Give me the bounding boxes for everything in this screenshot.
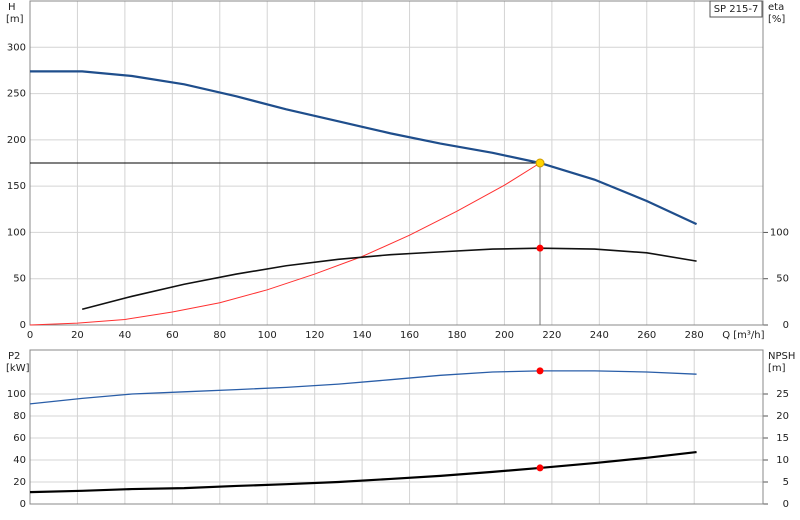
x-tick-label: 280 [685, 330, 704, 341]
y2-tick-label: 15 [776, 433, 789, 444]
x-tick-label: 100 [258, 330, 277, 341]
y-tick-label: 100 [7, 227, 26, 238]
y2-tick-label: 50 [776, 274, 789, 285]
y2-tick-label: 5 [783, 477, 789, 488]
x-tick-label: 220 [542, 330, 561, 341]
x-tick-label: 120 [305, 330, 324, 341]
y2-tick-label: 10 [776, 455, 789, 466]
y-title: P2 [8, 351, 20, 362]
y2-tick-label: 0 [783, 320, 789, 331]
operating-point [536, 244, 544, 252]
x-tick-label: 160 [400, 330, 419, 341]
x-tick-label: 200 [495, 330, 514, 341]
y2-tick-label: 20 [776, 411, 789, 422]
series-line [29, 450, 697, 494]
x-tick-label: 260 [637, 330, 656, 341]
x-tick-label: 60 [166, 330, 179, 341]
y-tick-label: 40 [13, 455, 26, 466]
y-tick-label: 100 [7, 389, 26, 400]
y-tick-label: 300 [7, 42, 26, 53]
annotation-box [709, 0, 763, 18]
y-tick-label: 80 [13, 411, 26, 422]
y-tick-label: 20 [13, 477, 26, 488]
series-line [29, 370, 697, 405]
x-tick-label: 80 [213, 330, 226, 341]
y-tick-label: 60 [13, 433, 26, 444]
x-axis-label: Q [m³/h] [722, 330, 764, 341]
operating-point [536, 464, 544, 472]
series-line [30, 70, 698, 226]
y2-tick-label: 25 [776, 389, 789, 400]
y2-tick-label: 100 [770, 227, 789, 238]
annotation: SP 215-7 [714, 4, 759, 15]
x-tick-label: 40 [119, 330, 132, 341]
y2-title: NPSH [768, 351, 795, 362]
y2-unit: [m] [768, 363, 786, 374]
y-tick-label: 150 [7, 181, 26, 192]
y2-tick-label: 0 [783, 499, 789, 510]
duty-point [535, 158, 545, 168]
y-tick-label: 0 [20, 320, 26, 331]
series-line [81, 247, 697, 311]
y-unit: [m] [6, 14, 24, 25]
plot-frame [29, 349, 764, 505]
x-tick-label: 0 [27, 330, 33, 341]
operating-point [536, 367, 544, 375]
y-title: H [8, 2, 16, 13]
x-tick-label: 240 [590, 330, 609, 341]
series-line [29, 162, 541, 326]
x-tick-label: 180 [447, 330, 466, 341]
x-tick-label: 140 [353, 330, 372, 341]
y-tick-label: 200 [7, 135, 26, 146]
x-tick-label: 20 [71, 330, 84, 341]
y-tick-label: 250 [7, 89, 26, 100]
y-tick-label: 0 [20, 499, 26, 510]
y-tick-label: 50 [13, 274, 26, 285]
y2-unit: [%] [768, 14, 785, 25]
y2-title: eta [768, 2, 784, 13]
y-unit: [kW] [6, 363, 30, 374]
